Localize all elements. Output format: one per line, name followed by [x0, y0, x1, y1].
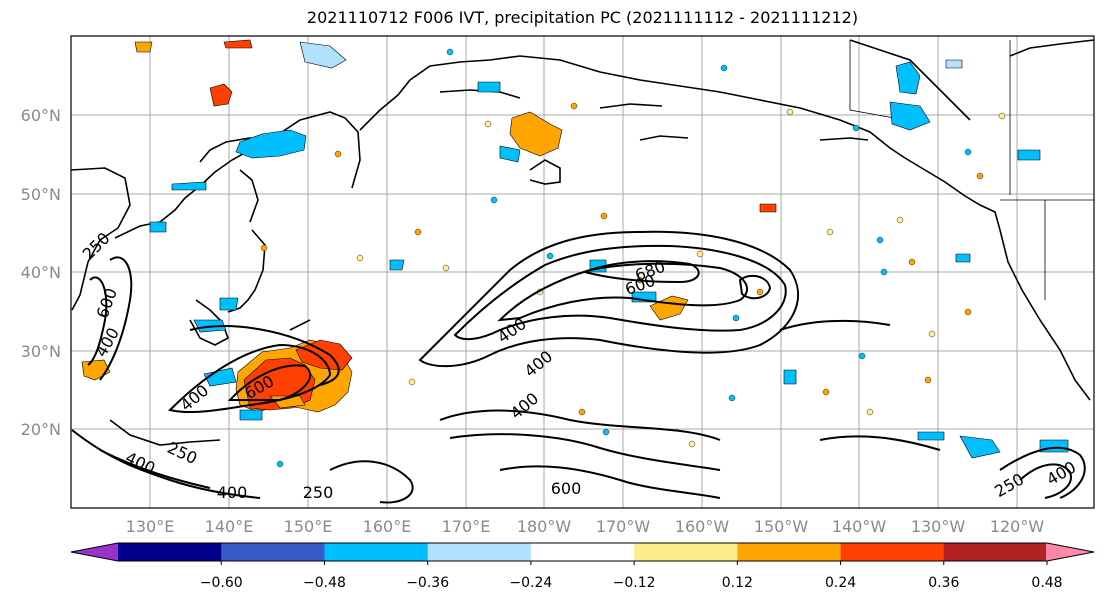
precip-dot: [546, 252, 554, 260]
precip-dot: [490, 196, 498, 204]
colorbar-tick-label: −0.48: [303, 575, 346, 591]
precip-dot: [852, 124, 860, 132]
precip-dot: [688, 440, 696, 448]
precip-dot: [908, 258, 916, 266]
longitude-tick-label: 160°W: [675, 517, 730, 536]
colorbar-segment: [324, 543, 429, 561]
longitude-tick-label: 140°W: [832, 517, 887, 536]
longitude-tick-label: 170°W: [596, 517, 651, 536]
contour-label: 250: [303, 483, 334, 502]
longitude-tick-label: 180°W: [517, 517, 572, 536]
political-borders: [849, 40, 1094, 300]
precip-dot: [880, 268, 888, 276]
colorbar-tick-label: 0.24: [825, 575, 856, 591]
ivt-contours: [71, 230, 1086, 504]
precip-dot: [826, 228, 834, 236]
precip-dot: [924, 376, 932, 384]
latitude-labels: 60°N 50°N 40°N 30°N 20°N: [21, 106, 61, 439]
colorbar-segment: [221, 543, 325, 561]
colorbar-tick-label: 0.36: [928, 575, 959, 591]
contour-label: 600: [551, 479, 582, 498]
map-frame: [70, 35, 1095, 509]
latitude-tick-label: 60°N: [21, 106, 61, 125]
precip-dot: [732, 314, 740, 322]
colorbar-segment: [634, 543, 738, 561]
colorbar-tick-label: −0.36: [406, 575, 449, 591]
longitude-tick-label: 150°E: [284, 517, 333, 536]
precip-dot: [442, 264, 450, 272]
precip-dot: [600, 212, 608, 220]
longitude-tick-label: 160°E: [363, 517, 412, 536]
precip-dot: [998, 112, 1006, 120]
colorbar-segment: [530, 543, 635, 561]
longitude-tick-label: 170°E: [442, 517, 491, 536]
latitude-tick-label: 20°N: [21, 420, 61, 439]
precip-dot: [822, 388, 830, 396]
precip-dot: [696, 250, 704, 258]
precip-dot: [928, 330, 936, 338]
contour-label: 400: [217, 483, 248, 502]
colorbar-tick-label: 0.48: [1031, 575, 1062, 591]
precip-dot: [484, 120, 492, 128]
colorbar-segment: [427, 543, 532, 561]
precip-dot: [276, 460, 284, 468]
colorbar-segment: [840, 543, 945, 561]
colorbar: [70, 542, 1095, 562]
precip-dot: [896, 216, 904, 224]
colorbar-high-extend: [1046, 543, 1094, 561]
longitude-tick-label: 130°W: [911, 517, 966, 536]
precip-dot: [876, 236, 884, 244]
colorbar-segment: [737, 543, 842, 561]
precip-dot: [414, 228, 422, 236]
precip-dot: [858, 352, 866, 360]
precip-dot: [356, 254, 364, 262]
precip-dot: [976, 172, 984, 180]
precip-dot: [408, 378, 416, 386]
precipitation-fill: [81, 39, 1069, 459]
colorbar-segment: [118, 543, 222, 561]
longitude-tick-label: 130°E: [126, 517, 175, 536]
precipitation-dots: [260, 48, 1006, 468]
precip-dot: [756, 288, 764, 296]
precip-dot: [964, 148, 972, 156]
precip-dot: [578, 408, 586, 416]
precip-dot: [570, 102, 578, 110]
colorbar-tick-label: −0.24: [509, 575, 552, 591]
latitude-tick-label: 40°N: [21, 263, 61, 282]
precip-dot: [728, 394, 736, 402]
colorbar-tick-label: 0.12: [722, 575, 753, 591]
precip-dot: [602, 428, 610, 436]
colorbar-segment: [943, 543, 1048, 561]
longitude-tick-label: 150°W: [754, 517, 809, 536]
precip-dot: [786, 108, 794, 116]
precip-dot: [334, 150, 342, 158]
precip-dot: [260, 244, 268, 252]
map-title: 2021110712 F006 IVT, precipitation PC (2…: [306, 8, 859, 27]
longitude-tick-label: 140°E: [205, 517, 254, 536]
longitude-tick-label: 120°W: [990, 517, 1045, 536]
precip-dot: [720, 64, 728, 72]
precip-dot: [866, 408, 874, 416]
precip-dot: [446, 48, 454, 56]
precip-dot: [964, 308, 972, 316]
colorbar-labels: −0.60 −0.48 −0.36 −0.24 −0.12 0.12 0.24 0.36 0.4…: [200, 561, 1063, 591]
colorbar-low-extend: [71, 543, 119, 561]
latitude-tick-label: 30°N: [21, 342, 61, 361]
colorbar-outline: [70, 542, 1095, 562]
colorbar-tick-label: −0.60: [200, 575, 243, 591]
longitude-labels: 130°E 140°E 150°E 160°E 170°E 180°W 170°W 160°W…: [126, 517, 1045, 536]
latitude-tick-label: 50°N: [21, 185, 61, 204]
colorbar-tick-label: −0.12: [613, 575, 656, 591]
